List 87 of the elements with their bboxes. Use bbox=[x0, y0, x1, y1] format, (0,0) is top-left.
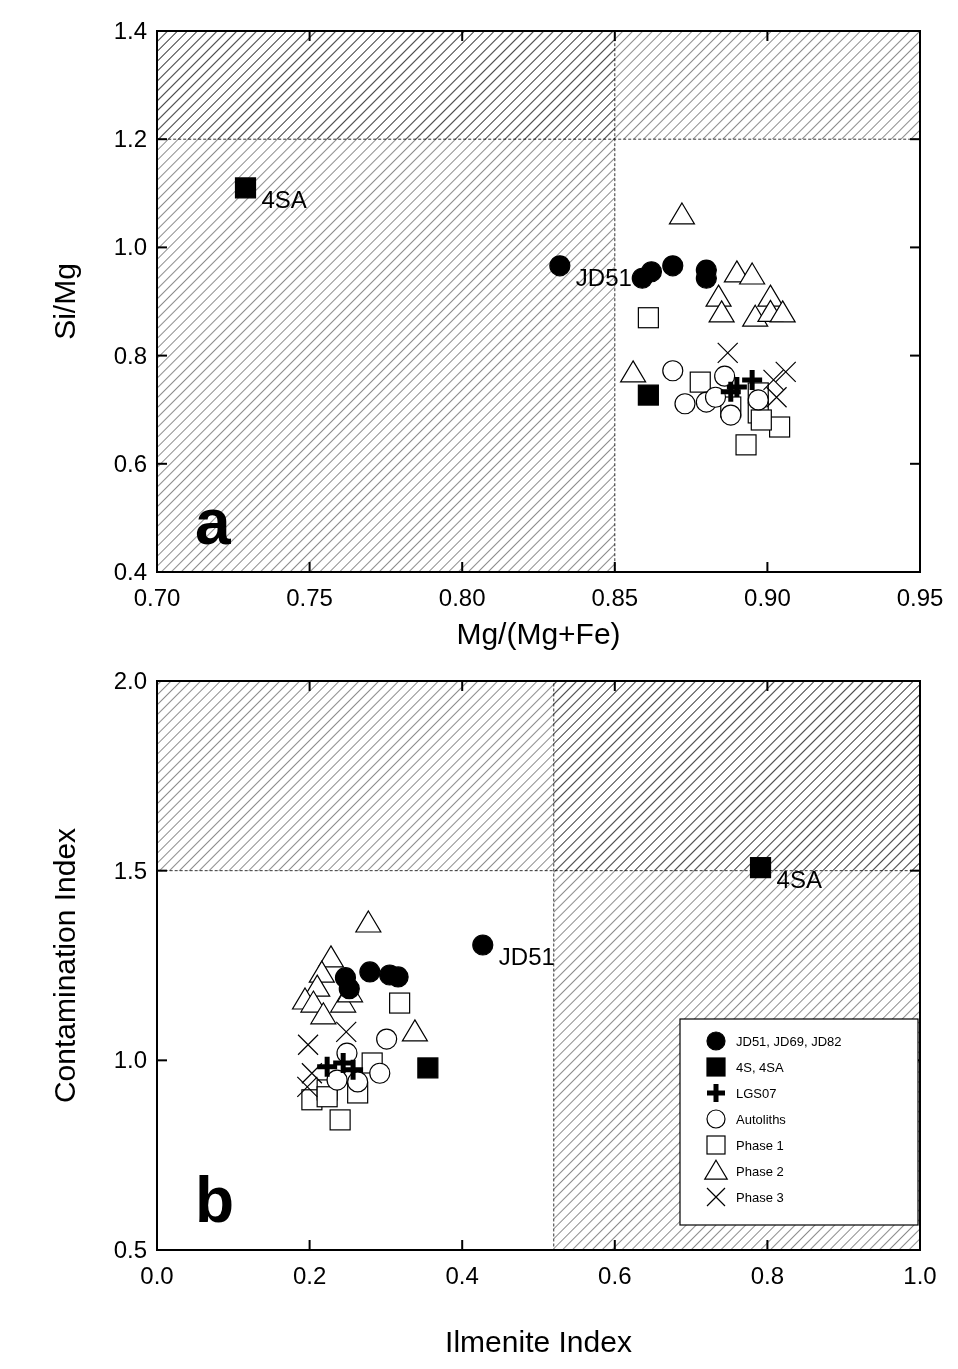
y-axis-title: Si/Mg bbox=[48, 263, 81, 340]
point bbox=[739, 367, 765, 393]
x-tick-label: 0.8 bbox=[750, 1262, 785, 1289]
legend-label: JD51, JD69, JD82 bbox=[736, 1034, 842, 1049]
point bbox=[549, 255, 571, 277]
point bbox=[376, 1028, 398, 1050]
point bbox=[668, 202, 696, 225]
point bbox=[296, 1076, 318, 1098]
point bbox=[662, 360, 684, 382]
point bbox=[720, 404, 742, 426]
x-axis-title: Ilmenite Index bbox=[445, 1325, 632, 1358]
y-tick-label: 1.2 bbox=[113, 125, 147, 153]
y-tick-label: 1.0 bbox=[113, 1046, 147, 1074]
point bbox=[297, 1034, 319, 1056]
y-tick-label: 0.4 bbox=[113, 558, 147, 585]
point bbox=[329, 1109, 351, 1131]
annotation: JD51 bbox=[498, 943, 555, 971]
y-tick-label: 1.0 bbox=[113, 233, 147, 261]
y-tick-label: 0.5 bbox=[113, 1236, 147, 1263]
annotation: JD51 bbox=[575, 263, 632, 291]
point bbox=[662, 255, 684, 277]
point bbox=[708, 300, 735, 323]
point bbox=[389, 992, 411, 1014]
point bbox=[718, 379, 744, 405]
x-tick-label: 0.85 bbox=[591, 584, 639, 611]
annotation: 4SA bbox=[776, 865, 822, 893]
legend-label: Phase 3 bbox=[736, 1190, 784, 1205]
point bbox=[739, 262, 766, 285]
point bbox=[714, 365, 736, 387]
point bbox=[326, 1069, 348, 1091]
point bbox=[359, 961, 381, 983]
point bbox=[637, 307, 659, 329]
annotation: 4SA bbox=[261, 185, 307, 213]
point bbox=[704, 386, 727, 408]
x-axis-title: Mg/(Mg+Fe) bbox=[456, 617, 621, 650]
point bbox=[620, 360, 647, 383]
point bbox=[637, 384, 659, 406]
point bbox=[369, 1062, 391, 1084]
point bbox=[775, 361, 797, 383]
legend-label: Autoliths bbox=[736, 1112, 787, 1127]
x-tick-label: 0.75 bbox=[286, 584, 333, 611]
y-tick-label: 1.5 bbox=[113, 856, 147, 884]
point bbox=[769, 300, 796, 323]
point bbox=[689, 371, 711, 393]
point bbox=[234, 177, 257, 199]
y-axis-title: Contamination Index bbox=[48, 827, 81, 1104]
point bbox=[301, 1062, 323, 1084]
point bbox=[335, 1021, 357, 1043]
point bbox=[750, 409, 772, 431]
point bbox=[472, 934, 494, 956]
y-tick-label: 0.8 bbox=[113, 341, 147, 369]
x-tick-label: 0.95 bbox=[896, 584, 944, 611]
x-tick-label: 0.6 bbox=[598, 1262, 632, 1289]
point bbox=[401, 1019, 428, 1042]
point bbox=[417, 1057, 439, 1079]
point bbox=[387, 966, 409, 988]
x-tick-label: 1.0 bbox=[903, 1262, 937, 1289]
point bbox=[765, 386, 788, 408]
x-tick-label: 0.2 bbox=[292, 1262, 327, 1289]
x-tick-label: 0.80 bbox=[438, 584, 486, 611]
legend-label: LGS07 bbox=[736, 1086, 777, 1101]
legend-label: 4S, 4SA bbox=[736, 1060, 785, 1075]
point bbox=[705, 284, 732, 307]
point bbox=[724, 374, 750, 400]
point bbox=[674, 393, 696, 415]
legend-label: Phase 2 bbox=[736, 1164, 784, 1179]
y-tick-label: 0.6 bbox=[113, 449, 147, 477]
point bbox=[769, 416, 791, 438]
point bbox=[747, 389, 769, 411]
point bbox=[735, 434, 757, 456]
annotation: b bbox=[195, 1164, 235, 1236]
point bbox=[717, 342, 739, 364]
annotation: a bbox=[195, 486, 231, 558]
x-tick-label: 0.0 bbox=[140, 1262, 174, 1289]
point bbox=[640, 261, 663, 283]
point bbox=[310, 1002, 337, 1025]
legend-label: Phase 1 bbox=[736, 1138, 784, 1153]
x-tick-label: 0.4 bbox=[445, 1262, 479, 1289]
y-tick-label: 2.0 bbox=[113, 667, 147, 694]
point bbox=[762, 369, 785, 391]
point bbox=[316, 1086, 338, 1108]
y-tick-label: 1.4 bbox=[113, 17, 147, 44]
x-tick-label: 0.70 bbox=[133, 584, 181, 611]
point bbox=[355, 910, 382, 933]
x-tick-label: 0.90 bbox=[744, 584, 791, 611]
point bbox=[314, 1054, 340, 1080]
point bbox=[749, 857, 772, 879]
